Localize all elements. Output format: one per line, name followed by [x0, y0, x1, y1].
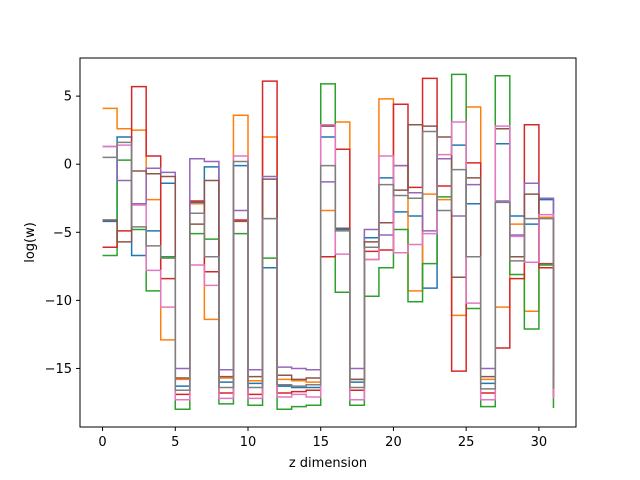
x-tick-label: 5 [171, 435, 179, 450]
x-axis: 0 5 10 15 20 25 30 [98, 427, 547, 450]
x-tick-label: 15 [312, 435, 329, 450]
y-tick-label: −10 [45, 294, 72, 309]
y-tick-label: 0 [64, 158, 72, 173]
x-tick-label: 10 [240, 435, 257, 450]
x-tick-label: 25 [458, 435, 475, 450]
y-axis-label: log(w) [23, 222, 38, 263]
axes-frame [79, 57, 577, 428]
x-tick-label: 30 [531, 435, 548, 450]
x-axis-label: z dimension [289, 456, 367, 471]
y-axis: 5 0 −5 −10 −15 [45, 90, 80, 377]
x-tick-label: 20 [385, 435, 402, 450]
y-tick-label: −15 [45, 362, 72, 377]
plot-area [102, 73, 555, 411]
y-tick-label: −5 [53, 226, 72, 241]
x-tick-label: 0 [98, 435, 106, 450]
y-tick-label: 5 [64, 90, 72, 105]
series-line-8 [102, 130, 555, 391]
